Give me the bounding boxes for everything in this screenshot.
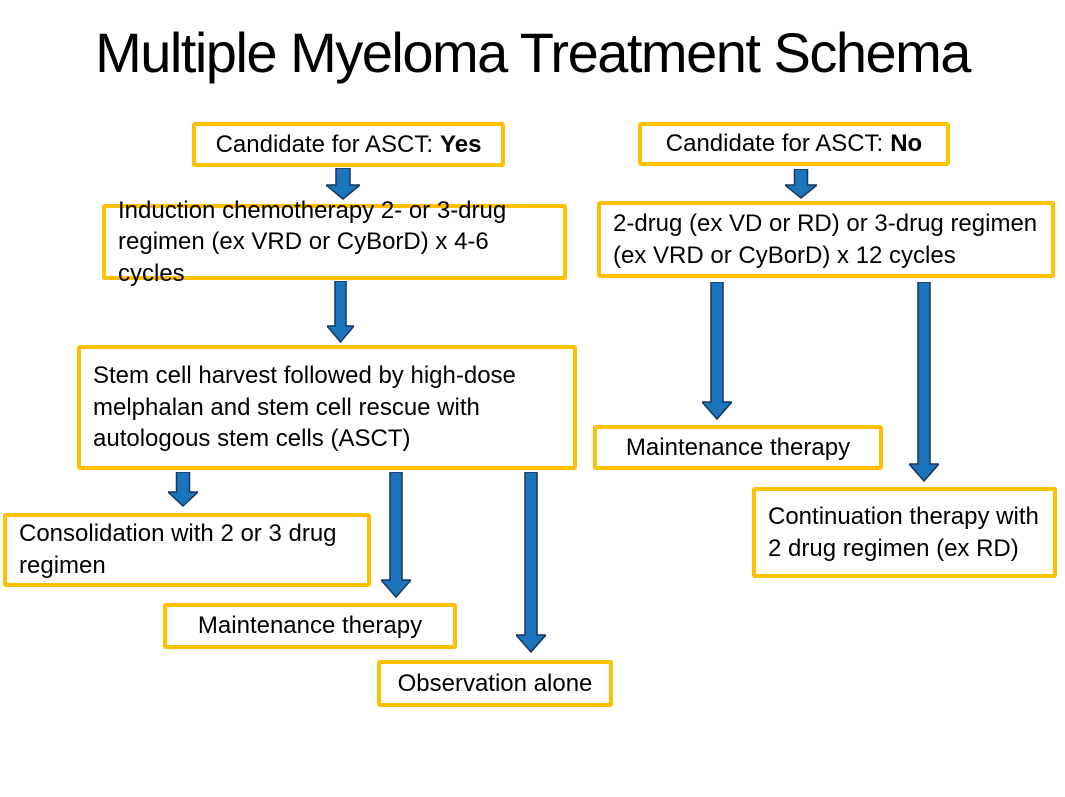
node-stem-cell-transplant: Stem cell harvest followed by high-dose … <box>77 345 577 470</box>
node-candidate-no-label: Candidate for ASCT: <box>665 130 884 158</box>
node-maintenance-right: Maintenance therapy <box>593 425 883 470</box>
down-arrow <box>702 282 732 420</box>
page-title: Multiple Myeloma Treatment Schema <box>95 21 971 84</box>
down-arrow <box>909 282 939 482</box>
node-maintenance-left: Maintenance therapy <box>163 603 457 649</box>
node-observation-text: Observation alone <box>397 669 593 697</box>
node-maintenance-right-text: Maintenance therapy <box>625 433 851 461</box>
node-drug-regimen: 2-drug (ex VD or RD) or 3-drug regimen (… <box>597 201 1055 278</box>
node-candidate-no-answer: No <box>890 130 923 158</box>
down-arrow <box>168 472 198 507</box>
down-arrow <box>785 169 817 199</box>
node-candidate-yes-answer: Yes <box>440 130 482 158</box>
down-arrow <box>326 168 360 200</box>
node-induction-chemotherapy: Induction chemotherapy 2- or 3-drug regi… <box>102 197 567 287</box>
node-observation: Observation alone <box>377 660 613 707</box>
node-induction-text: Induction chemotherapy 2- or 3-drug regi… <box>118 196 507 287</box>
node-drug-regimen-text: 2-drug (ex VD or RD) or 3-drug regimen (… <box>613 209 1038 269</box>
node-continuation-therapy: Continuation therapy with 2 drug regimen… <box>752 487 1057 578</box>
node-continuation-text: Continuation therapy with 2 drug regimen… <box>768 502 1039 562</box>
node-candidate-no: Candidate for ASCT: No <box>638 122 950 166</box>
down-arrow <box>327 281 354 343</box>
node-consolidation-text: Consolidation with 2 or 3 drug regimen <box>19 520 337 579</box>
node-consolidation: Consolidation with 2 or 3 drug regimen <box>3 513 371 587</box>
down-arrow <box>516 472 546 653</box>
node-transplant-text: Stem cell harvest followed by high-dose … <box>93 361 516 453</box>
down-arrow <box>381 472 411 598</box>
node-maintenance-left-text: Maintenance therapy <box>197 612 423 640</box>
node-candidate-yes: Candidate for ASCT: Yes <box>192 122 505 167</box>
node-candidate-yes-label: Candidate for ASCT: <box>215 130 434 158</box>
